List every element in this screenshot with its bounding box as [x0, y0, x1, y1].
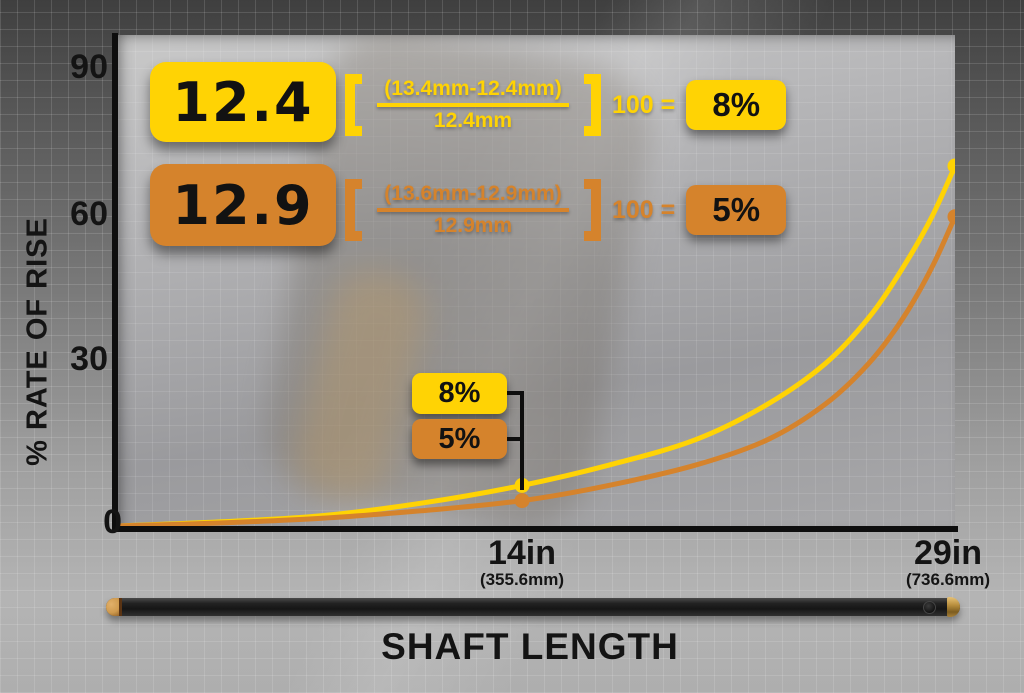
callout-8pct: 8%	[412, 373, 507, 414]
shaft-badge-12-4: 12.4	[150, 62, 336, 142]
formula-12-9: (13.6mm-12.9mm) 12.9mm 100 = 5%	[345, 172, 787, 248]
y-axis-line	[112, 33, 118, 530]
close-bracket-icon	[584, 74, 601, 136]
shaft-tip-ring	[119, 598, 122, 616]
close-bracket-icon	[584, 179, 601, 241]
fraction-numerator: (13.4mm-12.4mm)	[384, 77, 562, 100]
fraction-denominator: 12.9mm	[433, 214, 513, 237]
open-bracket-icon	[345, 179, 362, 241]
fraction-numerator: (13.6mm-12.9mm)	[384, 182, 562, 205]
y-tick-60: 60	[70, 195, 108, 233]
x-tick-label: 29in	[913, 534, 983, 572]
fraction-12-4: (13.4mm-12.4mm) 12.4mm	[373, 77, 573, 133]
y-axis-title: % RATE OF RISE	[21, 217, 54, 466]
shaft-body	[106, 598, 960, 616]
callout-5pct: 5%	[412, 419, 507, 459]
result-badge-5pct: 5%	[686, 185, 787, 235]
shaft-tip	[106, 598, 121, 616]
x-tick-14in: 14in (355.6mm)	[452, 536, 592, 590]
y-tick-30: 30	[70, 340, 108, 378]
multiplier-text: 100 =	[612, 90, 676, 119]
callout-connector-bottom	[507, 437, 522, 441]
fraction-bar	[377, 208, 569, 212]
x-tick-sublabel: (355.6mm)	[479, 570, 565, 589]
shaft-logo-dot	[923, 600, 936, 614]
shaft-badge-12-9: 12.9	[150, 164, 336, 246]
x-axis-title: SHAFT LENGTH	[381, 626, 679, 667]
fraction-bar	[377, 103, 569, 107]
cue-shaft-image	[106, 597, 960, 617]
x-tick-29in: 29in (736.6mm)	[878, 536, 1018, 590]
multiplier-text: 100 =	[612, 195, 676, 224]
x-axis-line	[112, 526, 958, 532]
x-tick-sublabel: (736.6mm)	[905, 570, 991, 589]
callout-connector-top	[507, 391, 522, 395]
fraction-denominator: 12.4mm	[433, 109, 513, 132]
result-badge-8pct: 8%	[686, 80, 787, 130]
fraction-12-9: (13.6mm-12.9mm) 12.9mm	[373, 182, 573, 238]
formula-12-4: (13.4mm-12.4mm) 12.4mm 100 = 8%	[345, 67, 787, 143]
shaft-joint-collar	[947, 597, 960, 617]
x-tick-label: 14in	[487, 534, 557, 572]
taper-curves	[118, 158, 955, 528]
open-bracket-icon	[345, 74, 362, 136]
y-tick-0: 0	[103, 503, 122, 541]
y-tick-90: 90	[70, 48, 108, 86]
callout-connector-vertical	[520, 391, 524, 490]
